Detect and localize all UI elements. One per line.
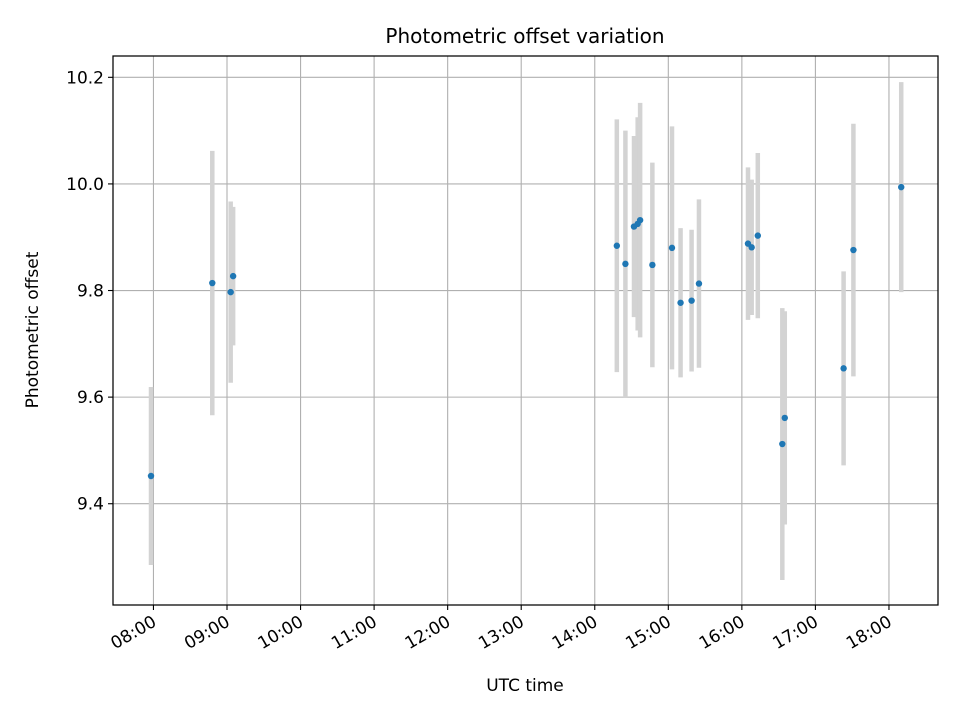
data-point [677, 299, 684, 306]
x-tick-label: 18:00 [843, 612, 895, 654]
data-point [668, 244, 676, 252]
y-tick-label: 10.2 [66, 68, 104, 88]
errorbar-layer [148, 82, 904, 580]
y-tick-label: 9.4 [77, 495, 104, 515]
data-point [898, 183, 905, 191]
plot-frame [112, 55, 939, 606]
data-point [781, 414, 788, 422]
x-tick-label: 15:00 [622, 612, 674, 654]
chart-title: Photometric offset variation [385, 24, 664, 48]
data-point [688, 297, 695, 304]
x-tick-label: 16:00 [696, 612, 748, 654]
x-tick-label: 09:00 [181, 612, 233, 654]
x-tick-label: 10:00 [255, 612, 307, 654]
data-point [636, 216, 644, 224]
x-tick-label: 12:00 [402, 612, 454, 654]
data-point [850, 246, 857, 254]
data-point [613, 242, 621, 249]
x-tick-label: 08:00 [108, 612, 160, 654]
grid-layer [113, 56, 938, 605]
x-tick-label: 11:00 [328, 612, 380, 654]
data-point [229, 272, 237, 280]
data-point [840, 365, 847, 372]
x-tick-label: 13:00 [475, 612, 527, 654]
point-layer [147, 183, 905, 480]
data-point [754, 232, 761, 239]
y-tick-label: 10.0 [66, 175, 104, 195]
tick-layer: 08:00 09:00 10:00 11:00 12:00 13:00 14:00 15:00… [66, 68, 895, 654]
data-point [695, 280, 703, 287]
y-tick-label: 9.8 [77, 282, 104, 302]
x-tick-label: 17:00 [769, 612, 821, 654]
data-point [209, 279, 216, 287]
data-point [649, 261, 656, 269]
data-point [227, 288, 234, 296]
data-point [748, 244, 755, 251]
data-point [147, 472, 155, 480]
x-tick-label: 14:00 [549, 612, 601, 654]
y-tick-label: 9.6 [77, 388, 104, 408]
x-axis-label: UTC time [486, 676, 564, 696]
data-point [622, 260, 629, 268]
y-axis-label: Photometric offset [23, 251, 43, 408]
data-point [779, 440, 786, 448]
